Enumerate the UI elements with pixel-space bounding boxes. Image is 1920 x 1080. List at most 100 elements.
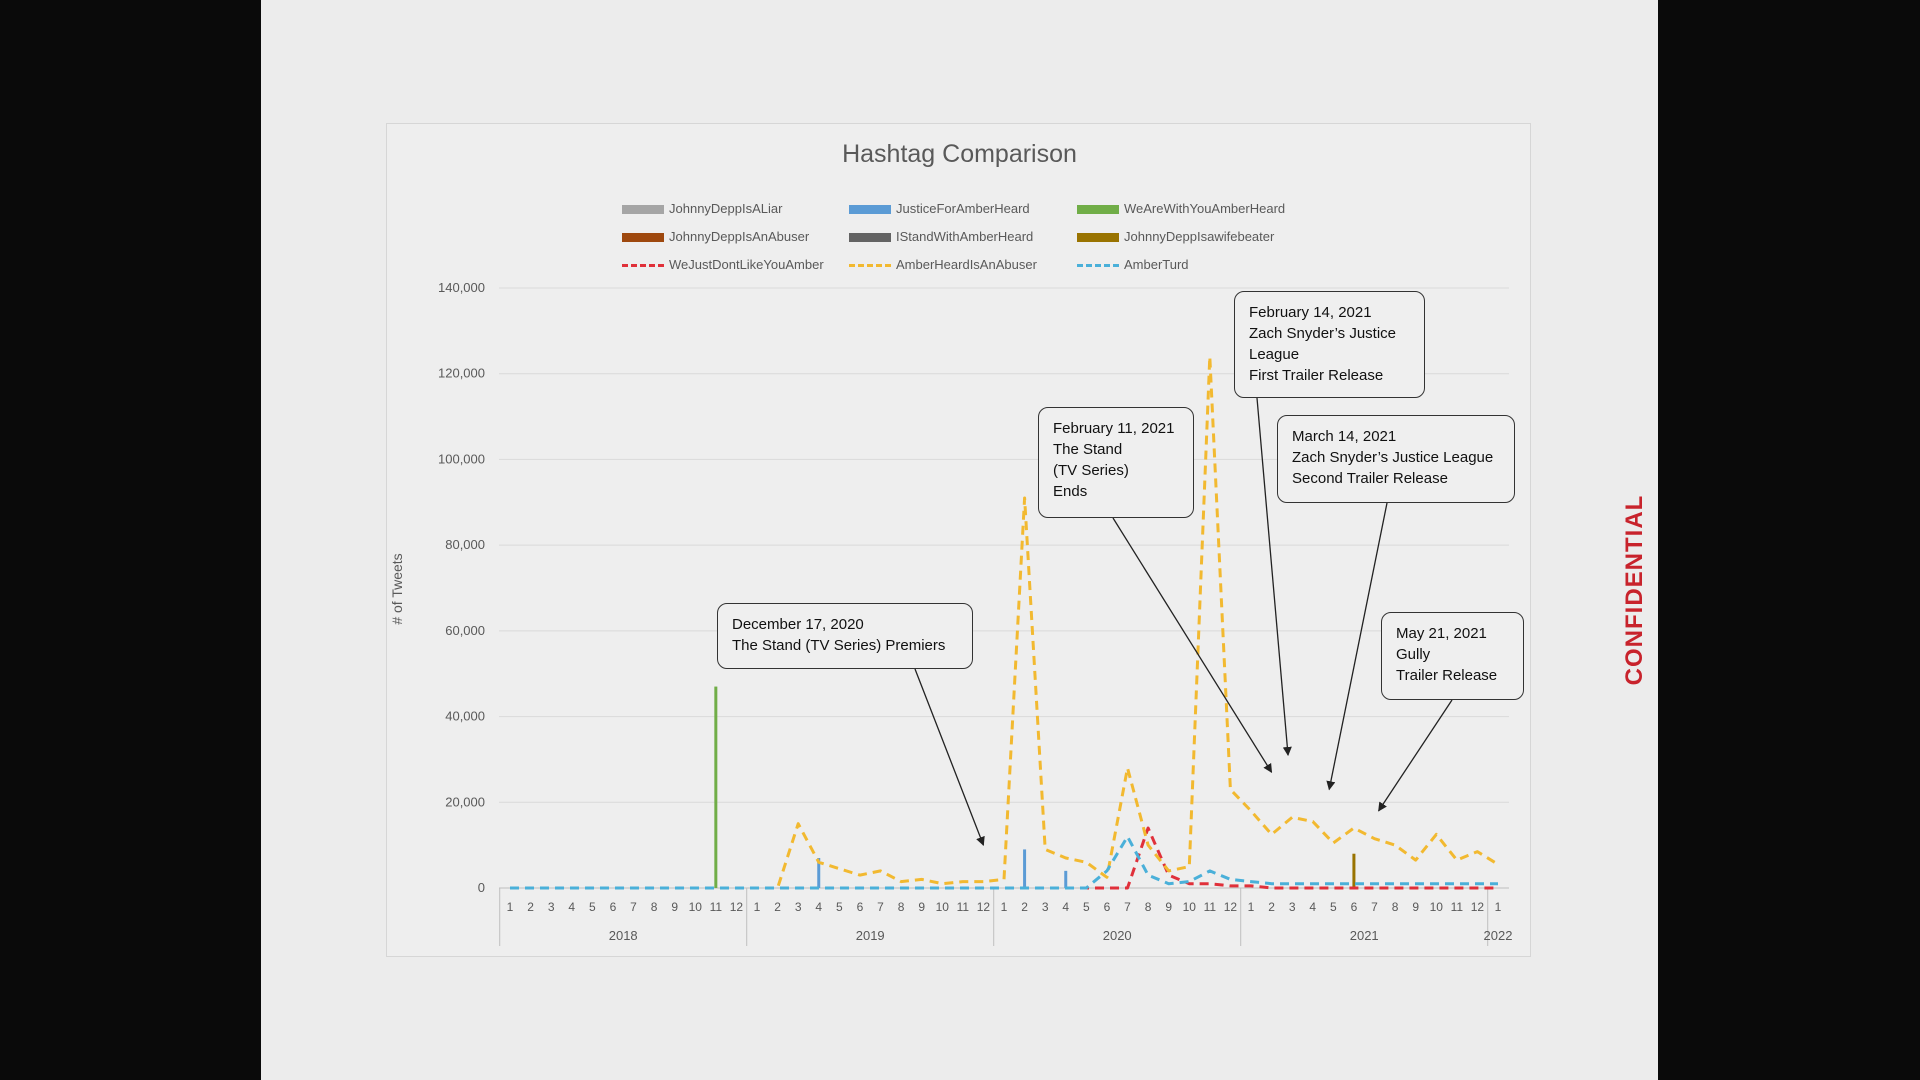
annotation-callout: February 11, 2021 The Stand (TV Series) End… bbox=[1038, 407, 1194, 518]
x-tick-label: 7 bbox=[877, 900, 884, 914]
y-tick-label: 20,000 bbox=[445, 794, 485, 809]
x-tick-label: 8 bbox=[1145, 900, 1152, 914]
y-axis-label: # of Tweets bbox=[389, 553, 405, 625]
annotation-arrow bbox=[1112, 517, 1273, 774]
x-tick-label: 10 bbox=[936, 900, 950, 914]
legend-item: JusticeForAmberHeard bbox=[849, 201, 1030, 216]
x-tick-label: 9 bbox=[1165, 900, 1172, 914]
y-tick-label: 100,000 bbox=[438, 451, 485, 466]
annotation-line: Trailer Release bbox=[1396, 667, 1498, 684]
x-tick-label: 1 bbox=[754, 900, 761, 914]
x-tick-label: 7 bbox=[1371, 900, 1378, 914]
x-tick-label: 9 bbox=[671, 900, 678, 914]
x-tick-label: 3 bbox=[1042, 900, 1049, 914]
legend-label: WeAreWithYouAmberHeard bbox=[1124, 201, 1286, 216]
annotation-line: Zach Snyder’s Justice bbox=[1249, 325, 1397, 342]
annotation-arrow bbox=[1256, 397, 1292, 757]
annotation-line: Zach Snyder’s Justice League bbox=[1292, 449, 1494, 466]
legend-swatch bbox=[849, 233, 891, 243]
annotation-arrow bbox=[1378, 699, 1453, 812]
annotation-line: May 21, 2021 bbox=[1396, 625, 1487, 642]
y-tick-label: 0 bbox=[478, 880, 485, 895]
legend-label: AmberHeardIsAnAbuser bbox=[896, 257, 1037, 272]
annotation-line: The Stand (TV Series) Premiers bbox=[732, 637, 946, 654]
annotation-line: Gully bbox=[1396, 646, 1431, 663]
legend-swatch bbox=[849, 205, 891, 215]
x-tick-label: 2 bbox=[1268, 900, 1275, 914]
x-tick-label: 1 bbox=[1248, 900, 1255, 914]
x-tick-label: 1 bbox=[1001, 900, 1008, 914]
legend-item: JohnnyDeppIsALiar bbox=[622, 201, 782, 216]
x-tick-label: 8 bbox=[1392, 900, 1399, 914]
bar-JusticeForAmberHeard bbox=[817, 858, 821, 888]
y-tick-label: 40,000 bbox=[445, 709, 485, 724]
y-tick-label: 80,000 bbox=[445, 537, 485, 552]
x-tick-label: 8 bbox=[898, 900, 905, 914]
x-tick-label: 6 bbox=[610, 900, 617, 914]
annotation-line: Second Trailer Release bbox=[1292, 470, 1448, 487]
x-tick-label: 3 bbox=[548, 900, 555, 914]
bar-JohnnyDeppIsawifebeater bbox=[1352, 853, 1356, 888]
x-tick-label: 10 bbox=[1183, 900, 1197, 914]
legend-label: JohnnyDeppIsawifebeater bbox=[1124, 229, 1275, 244]
annotation-callout: December 17, 2020 The Stand (TV Series) P… bbox=[717, 603, 973, 669]
legend-item: AmberHeardIsAnAbuser bbox=[849, 257, 1037, 272]
x-tick-label: 12 bbox=[1471, 900, 1485, 914]
legend-swatch bbox=[1077, 264, 1119, 268]
x-tick-label: 9 bbox=[918, 900, 925, 914]
x-tick-label: 6 bbox=[857, 900, 864, 914]
x-tick-label: 11 bbox=[710, 900, 723, 914]
x-tick-label: 2 bbox=[774, 900, 781, 914]
legend-item: WeAreWithYouAmberHeard bbox=[1077, 201, 1285, 216]
x-tick-label: 4 bbox=[568, 900, 575, 914]
annotation-arrow bbox=[1326, 502, 1388, 791]
legend-label: IStandWithAmberHeard bbox=[896, 229, 1034, 244]
plot-area: 0 20,000 40,000 60,000 80,000 100,000 120,000 1… bbox=[438, 280, 1512, 946]
legend-swatch bbox=[622, 264, 664, 268]
series-line-AmberTurd bbox=[510, 835, 1498, 890]
x-tick-label: 3 bbox=[795, 900, 802, 914]
annotation-arrow bbox=[914, 668, 985, 846]
confidential-watermark: CONFIDENTIAL bbox=[1621, 494, 1648, 686]
x-tick-label: 1 bbox=[1495, 900, 1502, 914]
bar-WeAreWithYouAmberHeard bbox=[714, 686, 718, 888]
annotation-line: Ends bbox=[1053, 483, 1088, 500]
x-tick-label: 12 bbox=[1224, 900, 1238, 914]
x-year-label: 2018 bbox=[609, 928, 638, 943]
annotation-line: (TV Series) bbox=[1053, 462, 1129, 479]
annotation-line: League bbox=[1249, 346, 1300, 363]
x-tick-label: 5 bbox=[589, 900, 596, 914]
legend-item: WeJustDontLikeYouAmber bbox=[622, 257, 824, 272]
x-tick-label: 3 bbox=[1289, 900, 1296, 914]
x-tick-label: 11 bbox=[957, 900, 970, 914]
annotation-line: February 14, 2021 bbox=[1249, 304, 1372, 321]
y-tick-label: 140,000 bbox=[438, 280, 485, 295]
x-tick-label: 11 bbox=[1451, 900, 1464, 914]
x-tick-label: 10 bbox=[1430, 900, 1444, 914]
annotation-line: March 14, 2021 bbox=[1292, 428, 1397, 445]
legend-swatch bbox=[1077, 205, 1119, 215]
legend-label: JohnnyDeppIsALiar bbox=[669, 201, 783, 216]
chart-frame: 0 20,000 40,000 60,000 80,000 100,000 120,000 1… bbox=[386, 123, 1531, 957]
x-year-label: 2021 bbox=[1350, 928, 1379, 943]
legend-label: JohnnyDeppIsAnAbuser bbox=[669, 229, 810, 244]
legend-item: JohnnyDeppIsawifebeater bbox=[1077, 229, 1274, 244]
annotation-line: February 11, 2021 bbox=[1053, 420, 1175, 437]
x-tick-label: 5 bbox=[836, 900, 843, 914]
x-tick-label: 12 bbox=[977, 900, 991, 914]
y-tick-label: 120,000 bbox=[438, 366, 485, 381]
x-tick-label: 4 bbox=[815, 900, 822, 914]
y-tick-label: 60,000 bbox=[445, 623, 485, 638]
annotation-line: First Trailer Release bbox=[1249, 367, 1384, 384]
x-tick-label: 5 bbox=[1330, 900, 1337, 914]
slide: 0 20,000 40,000 60,000 80,000 100,000 120,000 1… bbox=[261, 0, 1658, 1080]
legend-swatch bbox=[622, 205, 664, 215]
x-tick-label: 10 bbox=[689, 900, 703, 914]
x-tick-label: 6 bbox=[1351, 900, 1358, 914]
x-year-label: 2020 bbox=[1103, 928, 1132, 943]
annotation-line: December 17, 2020 bbox=[732, 616, 864, 633]
legend-item: JohnnyDeppIsAnAbuser bbox=[622, 229, 809, 244]
x-tick-label: 4 bbox=[1309, 900, 1316, 914]
legend-item: AmberTurd bbox=[1077, 257, 1189, 272]
legend-swatch bbox=[849, 264, 891, 268]
